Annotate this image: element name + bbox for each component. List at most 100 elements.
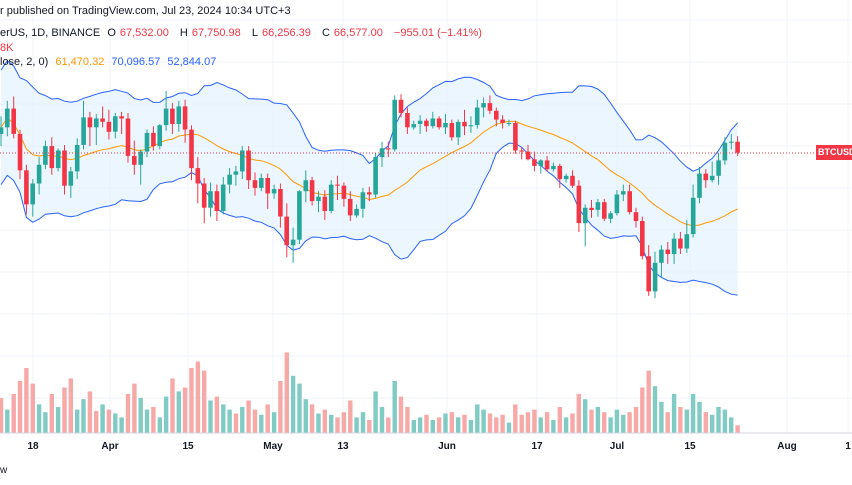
candle-body bbox=[157, 125, 162, 147]
candle-body bbox=[602, 202, 607, 219]
volume-bar bbox=[481, 409, 486, 433]
price-tag: BTCUSD bbox=[816, 145, 852, 161]
volume-bar bbox=[246, 400, 251, 433]
volume-bar bbox=[202, 370, 207, 433]
candle-body bbox=[697, 173, 702, 198]
bollinger-band-fill bbox=[1, 60, 738, 296]
candle-body bbox=[252, 180, 258, 188]
candle-body bbox=[259, 178, 264, 188]
candle-body bbox=[246, 150, 251, 181]
candle-body bbox=[570, 175, 575, 186]
candle-body bbox=[87, 117, 93, 128]
volume-bar bbox=[532, 409, 537, 433]
volume-bar bbox=[392, 381, 397, 433]
candle-body bbox=[424, 120, 429, 127]
volume-bar bbox=[284, 352, 289, 433]
volume-bar bbox=[195, 361, 201, 433]
high-number: 67,750.98 bbox=[191, 27, 241, 39]
candle-body bbox=[494, 110, 499, 120]
candle-body bbox=[449, 123, 455, 138]
candle-body bbox=[233, 171, 239, 175]
volume-bar bbox=[36, 404, 42, 433]
candle-body bbox=[106, 121, 112, 132]
volume-bar bbox=[176, 391, 181, 433]
candle-body bbox=[322, 196, 328, 211]
candle-body bbox=[195, 168, 201, 184]
candle-body bbox=[551, 165, 556, 170]
candle-body bbox=[341, 185, 347, 199]
candle-body bbox=[360, 192, 366, 209]
volume-bar bbox=[367, 420, 372, 433]
volume-bar bbox=[100, 404, 105, 433]
volume-bar bbox=[49, 394, 54, 433]
volume-bar bbox=[519, 414, 524, 433]
x-tick-label: Apr bbox=[101, 441, 118, 452]
candle-body bbox=[119, 116, 124, 119]
volume-bar bbox=[11, 394, 16, 433]
candle-body bbox=[176, 106, 182, 124]
x-tick-label: May bbox=[263, 441, 283, 452]
volume-bar bbox=[233, 413, 239, 433]
x-tick-label: 1 bbox=[845, 441, 851, 452]
volume-bar bbox=[303, 399, 308, 433]
volume-bar bbox=[430, 420, 435, 433]
candle-body bbox=[468, 125, 474, 127]
volume-bar bbox=[221, 404, 226, 433]
candle-body bbox=[411, 124, 416, 128]
candle-body bbox=[487, 103, 493, 111]
candle-body bbox=[201, 183, 207, 208]
low-value: L 66,256.39 bbox=[252, 27, 315, 39]
candle-body bbox=[621, 191, 626, 195]
volume-bar bbox=[602, 412, 607, 433]
candle-body bbox=[182, 106, 188, 130]
candle-body bbox=[189, 129, 194, 169]
candle-body bbox=[309, 180, 315, 202]
candle-body bbox=[68, 171, 74, 186]
candle-body bbox=[576, 185, 582, 224]
volume-bar bbox=[30, 383, 35, 433]
candle-body bbox=[722, 142, 728, 161]
volume-bar bbox=[240, 407, 245, 433]
volume-bar bbox=[227, 409, 232, 433]
volume-bar bbox=[0, 397, 4, 433]
candle-body bbox=[398, 99, 404, 113]
candle-body bbox=[652, 262, 658, 292]
candle-body bbox=[405, 113, 410, 128]
candle-body bbox=[455, 121, 461, 138]
candles bbox=[0, 91, 740, 299]
volume-bar bbox=[87, 391, 93, 433]
volume-bar bbox=[513, 404, 518, 433]
candle-body bbox=[271, 189, 277, 194]
candle-body bbox=[328, 184, 334, 211]
candle-body bbox=[284, 216, 289, 246]
volume-bar bbox=[113, 413, 118, 433]
candle-body bbox=[640, 221, 645, 257]
candle-body bbox=[532, 159, 537, 166]
volume-bar bbox=[646, 370, 651, 433]
volume-bars bbox=[0, 352, 740, 433]
volume-bar bbox=[182, 387, 188, 433]
volume-bar bbox=[436, 417, 442, 433]
bb-params: lose, 2, 0) bbox=[0, 56, 49, 68]
volume-line: 8K bbox=[0, 42, 17, 54]
volume-bar bbox=[81, 399, 86, 433]
volume-bar bbox=[94, 410, 99, 433]
volume-bar bbox=[576, 394, 581, 433]
volume-bar bbox=[68, 378, 73, 433]
volume-bar bbox=[411, 420, 416, 433]
volume-bar bbox=[163, 396, 169, 433]
candle-body bbox=[49, 146, 55, 169]
candle-body bbox=[265, 178, 270, 194]
volume-bar bbox=[462, 414, 467, 433]
candle-body bbox=[367, 192, 372, 195]
volume-bar bbox=[494, 417, 499, 433]
candle-body bbox=[144, 132, 150, 152]
volume-bar bbox=[132, 383, 137, 433]
candle-body bbox=[43, 146, 48, 165]
volume-bar bbox=[621, 414, 626, 433]
candle-body bbox=[684, 234, 690, 249]
candle-body bbox=[303, 180, 309, 192]
volume-bar bbox=[125, 394, 131, 433]
candle-body bbox=[671, 238, 677, 254]
